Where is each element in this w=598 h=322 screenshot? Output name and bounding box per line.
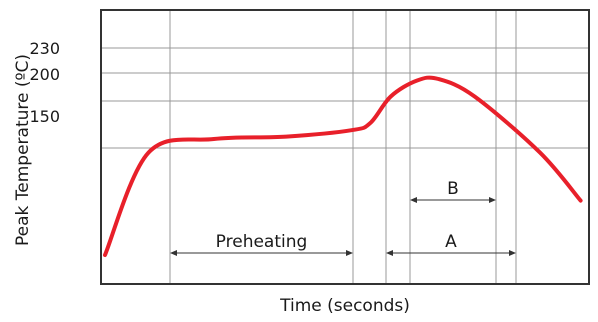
temperature-curve bbox=[103, 75, 583, 257]
region-label: A bbox=[445, 232, 457, 252]
arrow-left-icon bbox=[410, 197, 417, 203]
arrow-right-icon bbox=[489, 197, 496, 203]
grid-lines bbox=[101, 10, 589, 284]
plot-frame bbox=[100, 9, 590, 285]
region-annotations: Preheating B A bbox=[170, 179, 516, 256]
region-annotation: Preheating bbox=[170, 232, 353, 256]
arrow-left-icon bbox=[170, 250, 177, 256]
y-axis-label: Peak Temperature (ºC) bbox=[13, 54, 33, 246]
region-annotation: B bbox=[410, 179, 496, 203]
y-tick-label: 230 bbox=[29, 39, 60, 58]
arrow-right-icon bbox=[346, 250, 353, 256]
y-tick-labels: 230 200 150 bbox=[29, 39, 60, 126]
arrow-left-icon bbox=[386, 250, 393, 256]
region-annotation: A bbox=[386, 232, 516, 256]
y-tick-label: 150 bbox=[29, 107, 60, 126]
region-label: B bbox=[447, 179, 459, 199]
arrow-right-icon bbox=[509, 250, 516, 256]
region-label: Preheating bbox=[216, 232, 308, 252]
y-tick-label: 200 bbox=[29, 65, 60, 84]
x-axis-label: Time (seconds) bbox=[279, 296, 410, 316]
